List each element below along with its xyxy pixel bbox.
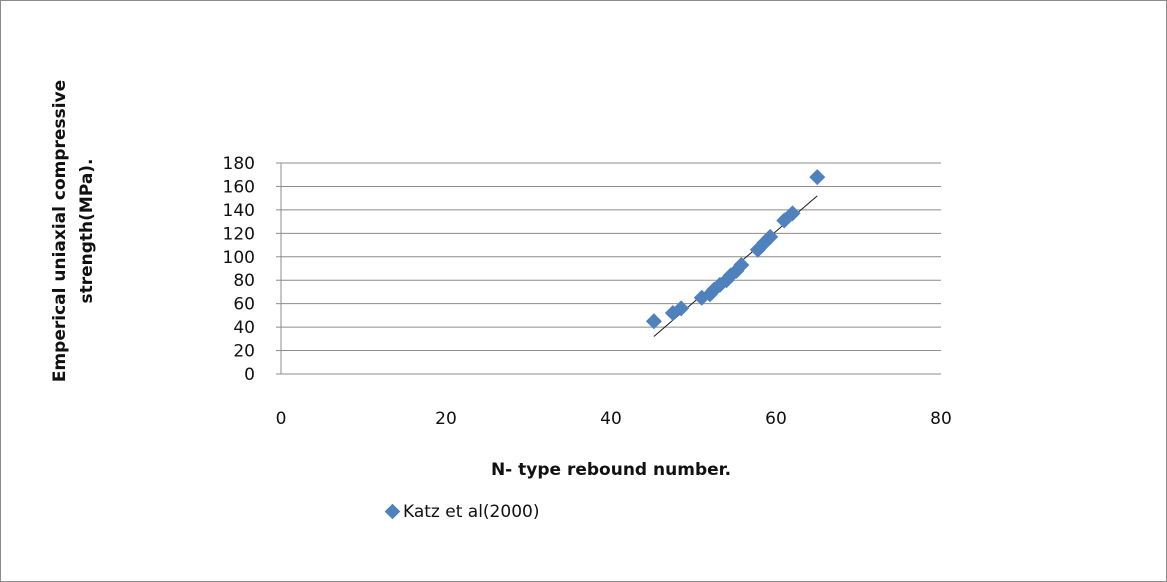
gridlines (281, 162, 941, 375)
x-tick-label: 0 (276, 409, 287, 429)
x-tick-label: 40 (600, 409, 622, 429)
data-point (784, 205, 801, 222)
x-tick-labels: 0 20 40 60 80 (276, 409, 952, 429)
legend-marker-icon (384, 503, 401, 520)
x-axis-title: N- type rebound number. (491, 460, 731, 480)
y-tick-label: 0 (244, 365, 255, 385)
data-point (645, 313, 662, 330)
y-tick-label: 80 (233, 271, 255, 291)
y-tick-label: 180 (223, 154, 255, 174)
y-tick-label: 120 (223, 224, 255, 244)
y-tick-label: 140 (223, 201, 255, 221)
axes (276, 162, 282, 375)
y-tick-label: 160 (223, 177, 255, 197)
y-tick-label: 40 (233, 318, 255, 338)
data-point (733, 256, 750, 273)
x-tick-label: 80 (930, 409, 952, 429)
y-axis-title: Emperical uniaxial compressive strength(… (50, 80, 97, 382)
y-axis-title-line-1: Emperical uniaxial compressive (50, 80, 70, 382)
data-point (673, 300, 690, 317)
y-tick-labels: 0 20 40 60 80 100 120 140 160 180 (223, 154, 255, 385)
data-points (645, 169, 826, 330)
legend: Katz et al(2000) (384, 502, 539, 522)
y-tick-label: 60 (233, 295, 255, 315)
y-axis-title-line-2: strength(MPa). (77, 158, 97, 303)
y-tick-label: 100 (223, 248, 255, 268)
x-tick-label: 60 (765, 409, 787, 429)
data-point (762, 228, 779, 245)
y-tick-label: 20 (233, 342, 255, 362)
legend-label: Katz et al(2000) (403, 502, 539, 522)
x-tick-label: 20 (435, 409, 457, 429)
data-point (809, 169, 826, 186)
